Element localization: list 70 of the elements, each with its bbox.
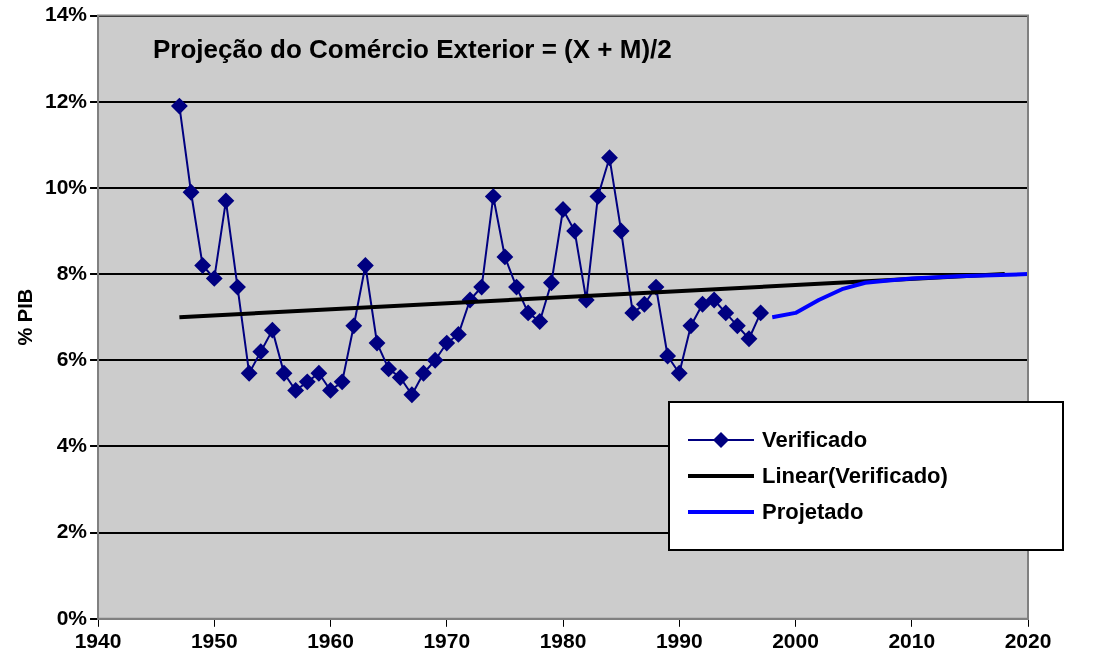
point — [566, 223, 583, 240]
point — [671, 365, 688, 382]
x-tick-label: 1960 — [307, 629, 354, 653]
y-tick-label: 10% — [45, 174, 88, 198]
point — [659, 347, 676, 364]
point — [520, 304, 537, 321]
point — [229, 279, 246, 296]
point — [636, 296, 653, 313]
point — [601, 149, 618, 166]
legend-label: Projetado — [762, 498, 864, 525]
point — [508, 279, 525, 296]
point — [334, 373, 351, 390]
point — [450, 326, 467, 343]
x-tick-label: 2000 — [772, 629, 819, 653]
x-tick-label: 1980 — [539, 629, 587, 653]
point — [555, 201, 572, 218]
point — [276, 365, 293, 382]
point — [485, 188, 502, 205]
point — [717, 304, 734, 321]
point — [310, 365, 327, 382]
point — [357, 257, 374, 274]
y-tick-label: 2% — [56, 519, 88, 543]
text: Projeção do Comércio Exterior = (X + M)/2 — [153, 33, 672, 64]
y-tick-label: 6% — [56, 347, 88, 371]
y-tick-label: 12% — [45, 88, 88, 112]
point — [403, 386, 420, 403]
y-tick-label: 4% — [56, 433, 88, 457]
point — [369, 335, 386, 352]
point — [345, 317, 362, 334]
x-tick-label: 1940 — [74, 629, 122, 653]
point — [427, 352, 444, 369]
y-tick-label: 0% — [56, 605, 88, 629]
y-axis-title: % PIB — [13, 288, 36, 346]
point — [613, 223, 630, 240]
point — [264, 322, 281, 339]
point — [380, 360, 397, 377]
point — [473, 279, 490, 296]
x-tick-label: 1970 — [423, 629, 471, 653]
point — [694, 296, 711, 313]
x-tick-label: 2020 — [1004, 629, 1052, 653]
point — [194, 257, 211, 274]
point — [183, 184, 200, 201]
y-tick-label: 14% — [45, 2, 88, 26]
point — [543, 274, 560, 291]
point — [531, 313, 548, 330]
point — [752, 304, 769, 321]
point — [415, 365, 432, 382]
point — [741, 330, 758, 347]
point — [589, 188, 606, 205]
point — [706, 291, 723, 308]
legend-label: Linear(Verificado) — [762, 462, 948, 489]
point — [624, 304, 641, 321]
x-tick-label: 2010 — [888, 629, 936, 653]
point — [392, 369, 409, 386]
point — [438, 335, 455, 352]
x-tick-label: 1990 — [655, 629, 703, 653]
point — [299, 373, 316, 390]
point — [287, 382, 304, 399]
point — [252, 343, 269, 360]
point — [322, 382, 339, 399]
point — [217, 192, 234, 209]
point — [241, 365, 258, 382]
x-tick-label: 1950 — [190, 629, 238, 653]
point — [496, 248, 513, 265]
point — [171, 98, 188, 115]
point — [206, 270, 223, 287]
y-tick-label: 8% — [56, 260, 88, 284]
point — [682, 317, 699, 334]
point — [729, 317, 746, 334]
legend-label: Verificado — [762, 426, 868, 453]
